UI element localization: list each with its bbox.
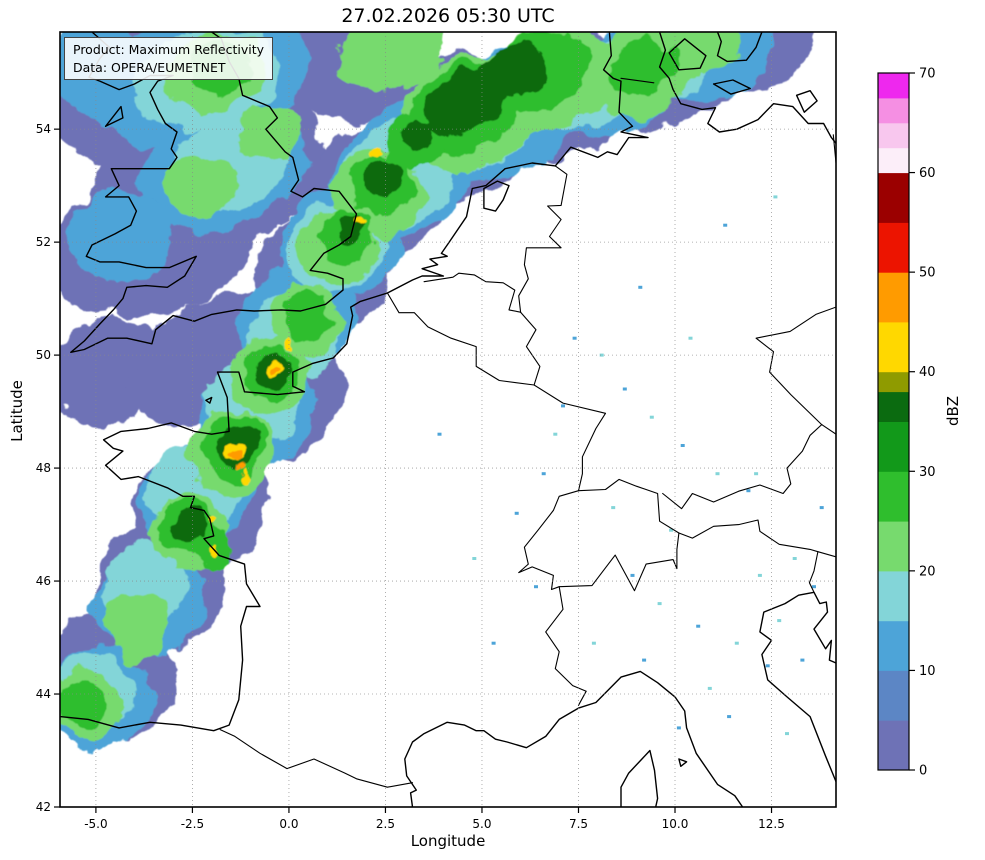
data-source-line: Data: OPERA/EUMETNET — [73, 59, 226, 75]
plot-frame — [59, 31, 837, 808]
product-info-box: Product: Maximum Reflectivity Data: OPER… — [64, 37, 274, 80]
y-tick-label: 42 — [36, 800, 51, 814]
x-tick-label: 5.0 — [472, 817, 491, 831]
x-tick-label: 0.0 — [279, 817, 298, 831]
x-tick-label: 12.5 — [758, 817, 785, 831]
colorbar-tick-label: 50 — [919, 266, 936, 281]
x-tick-label: -5.0 — [84, 817, 107, 831]
radar-echoes — [60, 32, 824, 752]
colorbar-tick-label: 10 — [919, 664, 936, 679]
map-geography — [60, 32, 836, 807]
colorbar-label: dBZ — [944, 395, 962, 427]
x-tick-label: 7.5 — [569, 817, 588, 831]
colorbar-tick-label: 30 — [919, 465, 936, 480]
x-tick-label: 2.5 — [376, 817, 395, 831]
timestamp-title: 27.02.2026 05:30 UTC — [341, 5, 555, 27]
colorbar-tick-label: 60 — [919, 166, 936, 181]
x-tick-label: -2.5 — [181, 817, 204, 831]
product-line: Product: Maximum Reflectivity — [73, 42, 265, 57]
y-tick-label: 50 — [36, 348, 51, 362]
y-tick-label: 44 — [36, 687, 51, 701]
x-tick-label: 10.0 — [662, 817, 689, 831]
y-tick-label: 46 — [36, 574, 51, 588]
y-axis-label: Latitude — [8, 380, 26, 442]
y-tick-label: 48 — [36, 461, 51, 475]
y-tick-label: 52 — [36, 235, 51, 249]
colorbar-tick-label: 40 — [919, 365, 936, 380]
colorbar-tick-label: 20 — [919, 564, 936, 579]
axis-ticks: -5.0 -2.5 0.0 2.5 5.0 7.5 10.0 12.5 42 44 46 48 50 52… — [36, 122, 785, 831]
colorbar-tick-label: 0 — [919, 764, 927, 779]
y-tick-label: 54 — [36, 122, 51, 136]
colorbar-tick-label: 70 — [919, 67, 936, 82]
x-axis-label: Longitude — [410, 832, 486, 850]
colorbar: 0 10 20 30 40 50 60 70 — [877, 67, 936, 779]
